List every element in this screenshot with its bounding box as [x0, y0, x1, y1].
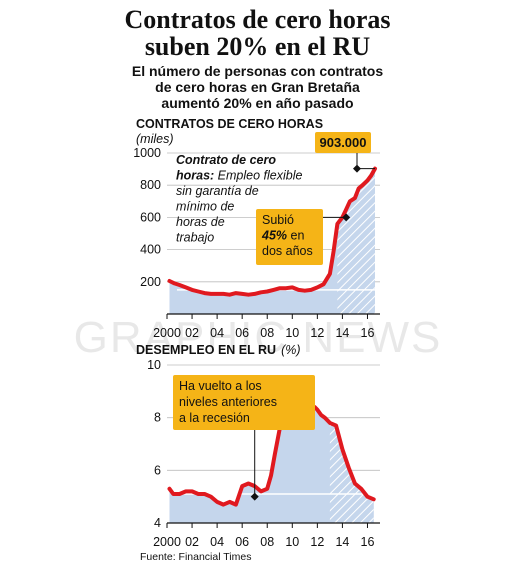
- chart-unit: (miles): [136, 132, 174, 146]
- y-tick-label: 8: [154, 411, 161, 425]
- x-tick-label: 16: [361, 326, 375, 340]
- callout-subio-text: en: [287, 229, 304, 243]
- callout-subio-line: Subió: [262, 213, 294, 227]
- x-tick-label: 08: [260, 535, 274, 549]
- chart-1: CONTRATOS DE CERO HORAS(miles) 200 400 600 8…: [133, 117, 380, 340]
- definition-text: sin garantía de: [176, 184, 259, 198]
- series-line: [167, 405, 376, 507]
- definition-text: mínimo de: [176, 200, 234, 214]
- source-text: Fuente: Financial Times: [140, 551, 251, 563]
- y-tick-label: 800: [140, 178, 161, 192]
- subtitle-line-1: El número de personas con contratos: [131, 63, 384, 79]
- hatched-region: [329, 407, 374, 523]
- y-tick-label: 400: [140, 243, 161, 257]
- x-tick-label: 04: [210, 535, 224, 549]
- watermark-text: GRAPHIC NEWS: [74, 313, 443, 362]
- callout-recesion: Ha vuelto a los niveles anteriores a la re…: [173, 375, 315, 430]
- callout-subio-text: dos años: [262, 244, 313, 258]
- callout-recesion-text: niveles anteriores: [179, 395, 277, 409]
- x-tick-label: 16: [361, 535, 375, 549]
- y-tick-label: 1000: [133, 146, 161, 160]
- value-badge-text: 903.000: [320, 135, 367, 150]
- chart-title: CONTRATOS DE CERO HORAS: [136, 117, 323, 131]
- callout-subio-line: 45% en: [261, 229, 304, 243]
- definition-text: horas de: [176, 215, 225, 229]
- x-tick-label: 2000: [153, 326, 181, 340]
- subtitle-line-2: de cero horas en Gran Bretaña: [155, 79, 360, 95]
- title-line-1: Contratos de cero horas: [124, 5, 391, 34]
- x-tick-label: 02: [185, 326, 199, 340]
- callout-subio-box: [256, 209, 323, 265]
- y-tick-label: 6: [154, 463, 161, 477]
- callout-marker: [342, 213, 351, 222]
- callout-recesion-line: niveles anteriores: [179, 395, 277, 409]
- x-tick-label: 2000: [153, 535, 181, 549]
- definition-line: horas: Empleo flexible: [176, 169, 302, 183]
- callout-recesion-box: [173, 375, 315, 430]
- x-tick-label: 06: [235, 535, 249, 549]
- definition-line: mínimo de: [176, 200, 234, 214]
- definition-line: Contrato de cero: [176, 153, 276, 167]
- x-tick-label: 14: [335, 326, 349, 340]
- callout-subio-text: 45%: [261, 229, 287, 243]
- definition-text: Empleo flexible: [214, 169, 302, 183]
- callout-recesion-line: Ha vuelto a los: [179, 379, 262, 393]
- definition-line: horas de: [176, 215, 225, 229]
- x-tick-label: 08: [260, 326, 274, 340]
- chart-title: DESEMPLEO EN EL RU: [136, 343, 276, 357]
- definition-text: Contrato de cero: [176, 153, 276, 167]
- callout-subio-line: dos años: [262, 244, 313, 258]
- y-tick-label: 4: [154, 516, 161, 530]
- x-tick-label: 02: [185, 535, 199, 549]
- callout-marker: [250, 492, 259, 501]
- definition-line: trabajo: [176, 231, 214, 245]
- x-tick-label: 12: [310, 326, 324, 340]
- definition-text: horas:: [176, 169, 214, 183]
- callout-recesion-text: a la recesión: [179, 411, 250, 425]
- chart-2: DESEMPLEO EN EL RU (%) 4 6 8 10 2000 02 04 06 08 10…: [136, 343, 380, 549]
- x-tick-label: 10: [285, 326, 299, 340]
- value-badge-box: [315, 132, 371, 153]
- y-tick-label: 10: [147, 358, 161, 372]
- x-tick-label: 06: [235, 326, 249, 340]
- definition-text: trabajo: [176, 231, 214, 245]
- badge-marker: [352, 164, 361, 173]
- definition-line: sin garantía de: [176, 184, 259, 198]
- subtitle-line-3: aumentó 20% en año pasado: [161, 95, 354, 111]
- y-tick-label: 600: [140, 210, 161, 224]
- callout-subio-text: Subió: [262, 213, 294, 227]
- x-tick-label: 04: [210, 326, 224, 340]
- x-tick-label: 10: [285, 535, 299, 549]
- y-tick-label: 200: [140, 275, 161, 289]
- callout-recesion-text: Ha vuelto a los: [179, 379, 262, 393]
- title-line-2: suben 20% en el RU: [144, 32, 371, 61]
- x-tick-label: 14: [335, 535, 349, 549]
- chart-unit: (%): [281, 343, 300, 357]
- callout-recesion-line: a la recesión: [179, 411, 250, 425]
- x-tick-label: 12: [310, 535, 324, 549]
- series-line: [167, 166, 377, 297]
